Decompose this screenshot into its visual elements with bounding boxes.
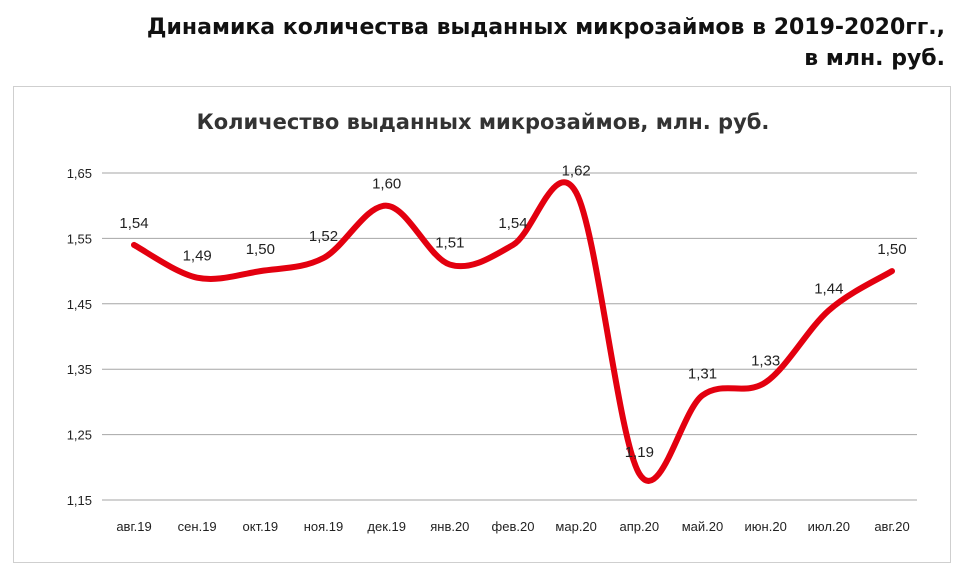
x-tick-label: июл.20 — [808, 519, 850, 534]
data-label: 1,60 — [372, 176, 401, 193]
data-label: 1,50 — [877, 241, 906, 258]
x-axis-ticks: авг.19 сен.19 окт.19 ноя.19 дек.19 янв.20 фев.… — [116, 519, 909, 534]
data-label: 1,51 — [435, 235, 464, 252]
series-line — [131, 179, 895, 484]
line-chart: Количество выданных микрозаймов, млн. ру… — [67, 110, 917, 534]
x-tick-label: май.20 — [682, 519, 724, 534]
y-tick-label: 1,15 — [67, 493, 92, 508]
x-tick-label: окт.19 — [243, 519, 279, 534]
y-tick-label: 1,55 — [67, 231, 92, 246]
page-title-line-1: Динамика количества выданных микрозаймов… — [146, 15, 945, 40]
y-tick-label: 1,35 — [67, 362, 92, 377]
x-tick-label: ноя.19 — [304, 519, 344, 534]
x-tick-label: сен.19 — [178, 519, 217, 534]
data-label: 1,19 — [625, 444, 654, 461]
data-label: 1,33 — [751, 352, 780, 369]
x-tick-label: авг.19 — [116, 519, 151, 534]
x-tick-label: мар.20 — [555, 519, 596, 534]
data-label: 1,50 — [246, 241, 275, 258]
page-title-line-2: в млн. руб. — [804, 46, 945, 71]
x-tick-label: апр.20 — [620, 519, 660, 534]
gridlines — [102, 172, 917, 501]
data-label: 1,49 — [183, 248, 212, 265]
y-tick-label: 1,65 — [67, 166, 92, 181]
data-label: 1,62 — [562, 163, 591, 180]
chart-frame: Количество выданных микрозаймов, млн. ру… — [13, 86, 951, 563]
data-label: 1,44 — [814, 280, 843, 297]
x-tick-label: фев.20 — [492, 519, 535, 534]
series-layer — [131, 179, 895, 484]
y-tick-label: 1,45 — [67, 297, 92, 312]
data-labels: 1,54 1,49 1,50 1,52 1,60 1,51 1,54 1,62 1,19 1,31… — [119, 163, 906, 461]
data-label: 1,54 — [119, 215, 148, 232]
x-tick-label: дек.19 — [367, 519, 406, 534]
page-title: Динамика количества выданных микрозаймов… — [147, 12, 945, 74]
x-tick-label: янв.20 — [430, 519, 469, 534]
y-axis-ticks: 1,15 1,25 1,35 1,45 1,55 1,65 — [67, 166, 92, 508]
x-tick-label: июн.20 — [745, 519, 787, 534]
chart-title: Количество выданных микрозаймов, млн. ру… — [197, 110, 770, 134]
data-label: 1,52 — [309, 228, 338, 245]
x-tick-label: авг.20 — [874, 519, 909, 534]
y-tick-label: 1,25 — [67, 428, 92, 443]
data-label: 1,54 — [498, 215, 527, 232]
data-label: 1,31 — [688, 365, 717, 382]
